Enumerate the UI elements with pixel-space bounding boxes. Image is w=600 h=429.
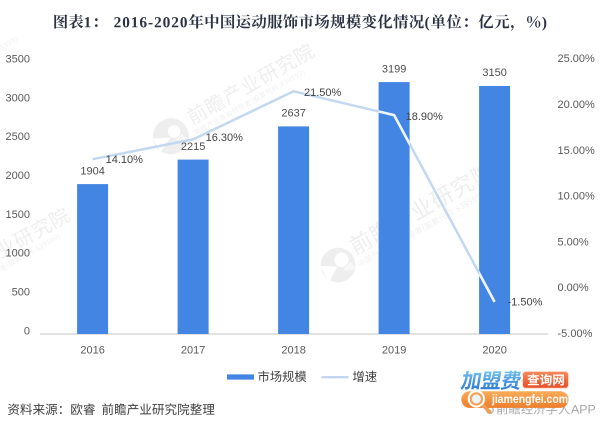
svg-text:3150: 3150 [482,67,506,79]
svg-text:2018: 2018 [281,345,305,357]
svg-text:500: 500 [12,287,30,299]
svg-text:2019: 2019 [382,345,406,357]
svg-text:20.00%: 20.00% [558,99,596,111]
svg-text:2017: 2017 [181,345,205,357]
svg-text:1904: 1904 [80,165,104,177]
svg-text:15.00%: 15.00% [558,145,596,157]
svg-text:-5.00%: -5.00% [558,328,593,340]
svg-text:2016: 2016 [80,345,104,357]
svg-text:14.10%: 14.10% [106,154,144,166]
svg-text:16.30%: 16.30% [206,132,244,144]
svg-text:25.00%: 25.00% [558,53,596,65]
svg-text:-1.50%: -1.50% [508,297,543,309]
svg-text:1500: 1500 [6,209,30,221]
svg-text:1000: 1000 [6,248,30,260]
svg-text:jiamengfei.com: jiamengfei.com [491,393,568,406]
svg-text:18.90%: 18.90% [406,111,444,123]
svg-text:2000: 2000 [6,170,30,182]
svg-text:2215: 2215 [181,141,205,153]
svg-text:0: 0 [24,325,30,337]
svg-text:3199: 3199 [382,63,406,75]
svg-text:2020: 2020 [482,345,506,357]
svg-text:21.50%: 21.50% [304,87,342,99]
svg-text:3500: 3500 [6,54,30,66]
svg-text:2500: 2500 [6,131,30,143]
svg-text:2637: 2637 [281,108,305,120]
svg-text:APP: APP [571,403,596,417]
svg-text:3000: 3000 [6,92,30,104]
svg-text:0.00%: 0.00% [558,282,589,294]
svg-text:5.00%: 5.00% [558,236,589,248]
svg-text:10.00%: 10.00% [558,191,596,203]
